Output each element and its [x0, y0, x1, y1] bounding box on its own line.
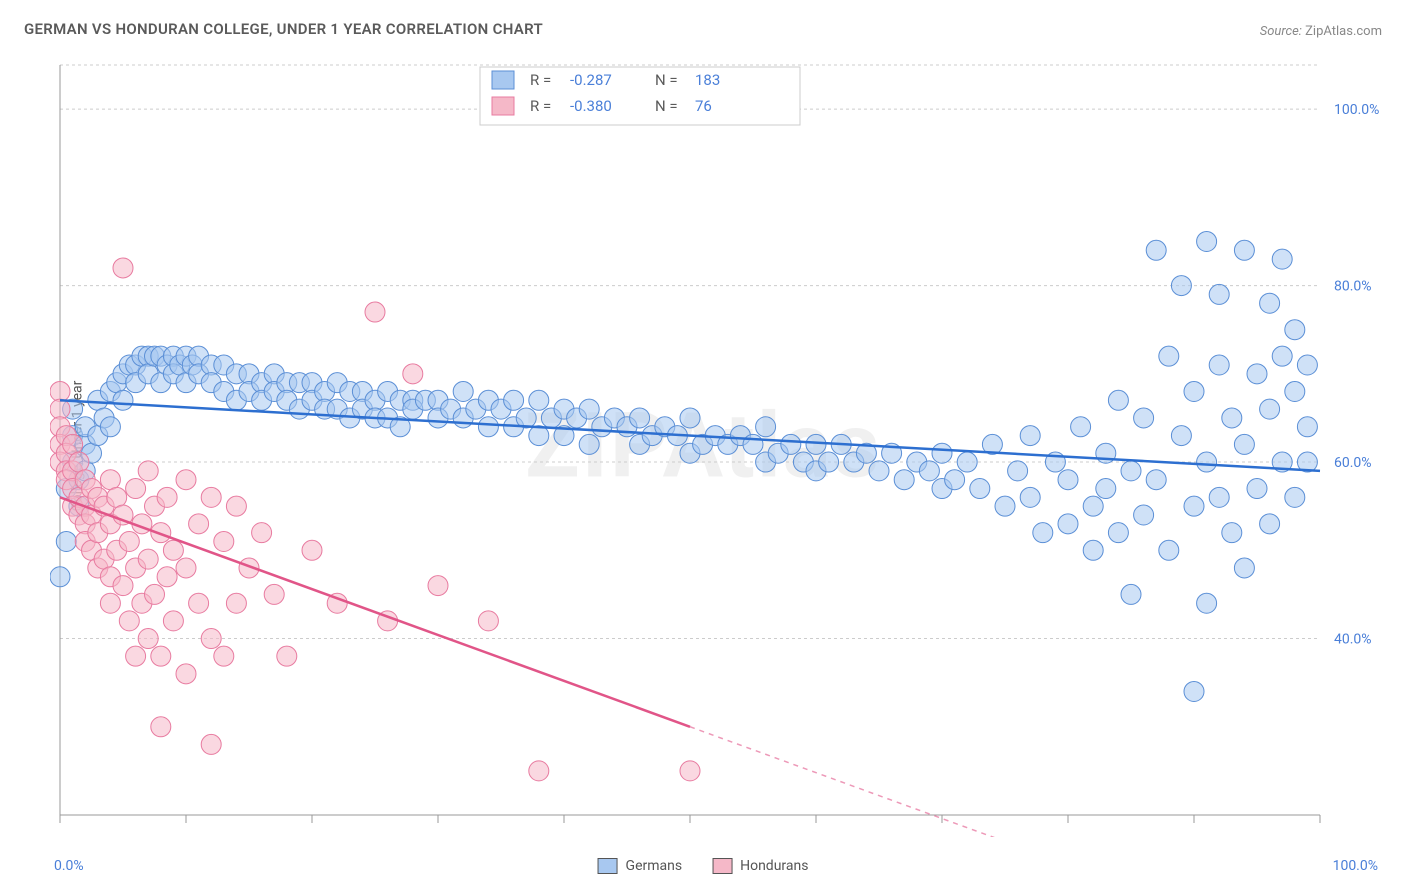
- legend-label-hondurans: Hondurans: [740, 858, 808, 874]
- source-value: ZipAtlas.com: [1305, 24, 1382, 39]
- svg-text:76: 76: [695, 97, 712, 115]
- svg-text:40.0%: 40.0%: [1334, 632, 1372, 648]
- svg-text:-0.287: -0.287: [570, 71, 612, 89]
- chart-title: GERMAN VS HONDURAN COLLEGE, UNDER 1 YEAR…: [24, 20, 543, 38]
- svg-text:R =: R =: [530, 97, 551, 115]
- x-axis-max-label: 100.0%: [1333, 858, 1378, 874]
- svg-text:R =: R =: [530, 71, 551, 89]
- svg-text:N =: N =: [655, 97, 678, 115]
- legend-item-hondurans: Hondurans: [712, 858, 808, 874]
- legend-item-germans: Germans: [598, 858, 683, 874]
- svg-text:60.0%: 60.0%: [1334, 455, 1372, 471]
- svg-text:100.0%: 100.0%: [1334, 102, 1379, 118]
- bottom-legend: Germans Hondurans: [598, 858, 809, 874]
- svg-text:N =: N =: [655, 71, 678, 89]
- legend-label-germans: Germans: [626, 858, 683, 874]
- legend-swatch-pink: [712, 858, 732, 874]
- x-axis-origin-label: 0.0%: [54, 858, 84, 874]
- svg-text:183: 183: [695, 71, 720, 89]
- source-label: Source:: [1260, 24, 1302, 39]
- svg-text:-0.380: -0.380: [570, 97, 612, 115]
- svg-text:80.0%: 80.0%: [1334, 279, 1372, 295]
- legend-swatch-blue: [598, 858, 618, 874]
- source-attribution: Source: ZipAtlas.com: [1260, 24, 1382, 39]
- chart-area: 40.0% 60.0% 80.0% 100.0% R = -0.287 N = 183 R = -…: [50, 55, 1386, 837]
- scatter-chart: 40.0% 60.0% 80.0% 100.0% R = -0.287 N = 183 R = -…: [50, 55, 1386, 837]
